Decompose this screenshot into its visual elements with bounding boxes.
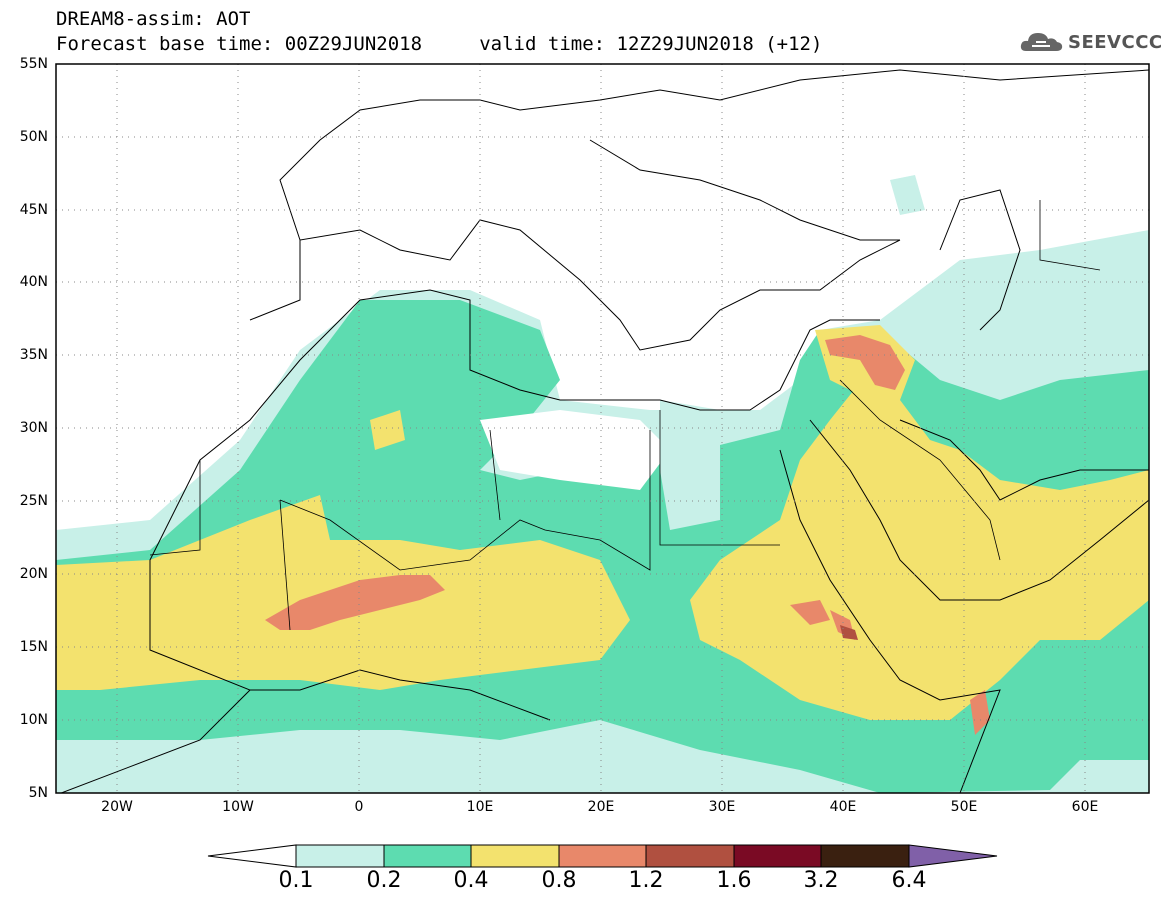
coastlines [59, 69, 1149, 793]
lon-label: 10E [466, 799, 494, 815]
colorbar-swatch-3 [470, 844, 560, 868]
lat-label: 50N [19, 129, 48, 145]
seevccc-logo: SEEVCCC [1018, 28, 1163, 56]
colorbar-upper-arrow [908, 844, 998, 868]
map-title: DREAM8-assim: AOT [56, 8, 251, 30]
logo-text: SEEVCCC [1068, 31, 1163, 53]
colorbar-label: 1.2 [628, 868, 664, 893]
map-frame [55, 63, 1150, 794]
cloud-icon [1020, 33, 1063, 51]
colorbar-swatch-4 [558, 844, 647, 868]
colorbar-label: 0.8 [541, 868, 577, 893]
lat-label: 30N [19, 420, 48, 436]
lon-label: 0 [354, 799, 364, 815]
colorbar-label: 6.4 [891, 868, 927, 893]
lon-label: 50E [950, 799, 978, 815]
lat-label: 45N [19, 202, 48, 218]
borders [149, 200, 1101, 631]
lon-label: 40E [829, 799, 857, 815]
forecast-time-subtitle: Forecast base time: 00Z29JUN2018 valid t… [56, 33, 823, 55]
colorbar-swatch-1 [295, 844, 385, 868]
lon-label: 20E [587, 799, 615, 815]
lat-label: 20N [19, 566, 48, 582]
lon-label: 10W [222, 799, 254, 815]
colorbar-swatch-2 [383, 844, 472, 868]
colorbar-label: 0.2 [366, 868, 402, 893]
lon-label: 60E [1071, 799, 1099, 815]
graticule [56, 64, 1149, 793]
lon-label: 20W [101, 799, 133, 815]
lat-label: 35N [19, 347, 48, 363]
colorbar-swatch-7 [820, 844, 910, 868]
colorbar-swatch-5 [645, 844, 735, 868]
aot-fields [56, 64, 1149, 793]
colorbar-label: 0.4 [453, 868, 489, 893]
colorbar-label: 0.1 [278, 868, 314, 893]
colorbar-swatch-6 [733, 844, 822, 868]
aot-band-1.2 [840, 625, 858, 640]
lat-label: 40N [19, 274, 48, 290]
colorbar-label: 3.2 [803, 868, 839, 893]
lat-label: 10N [19, 712, 48, 728]
lat-label: 5N [28, 785, 48, 801]
lat-label: 25N [19, 493, 48, 509]
colorbar-label: 1.6 [716, 868, 752, 893]
lat-label: 15N [19, 639, 48, 655]
colorbar [207, 844, 998, 868]
colorbar-lower-arrow [207, 844, 297, 868]
lon-label: 30E [708, 799, 736, 815]
aot-band-0.8 [265, 575, 445, 630]
lat-label: 55N [19, 56, 48, 72]
